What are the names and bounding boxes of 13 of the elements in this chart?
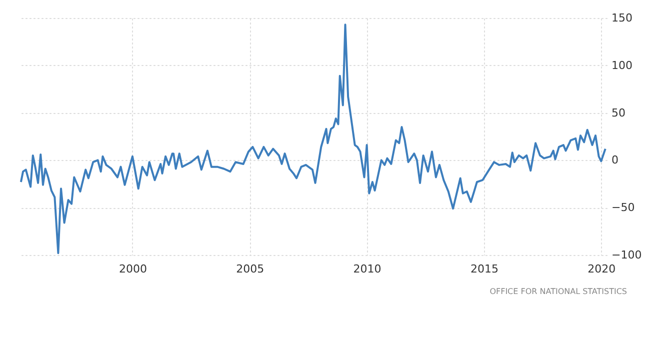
x-tick-label: 2000 bbox=[118, 262, 147, 276]
y-tick-label: 50 bbox=[612, 106, 626, 120]
y-tick-label: 0 bbox=[612, 154, 618, 167]
y-tick-label: 100 bbox=[612, 58, 632, 72]
x-tick-label: 2020 bbox=[588, 262, 616, 276]
line-series bbox=[20, 24, 606, 254]
text: OFFICE FOR NATIONAL STATISTICS bbox=[490, 287, 627, 296]
x-tick-label: 2005 bbox=[236, 262, 264, 276]
x-tick-label: 2010 bbox=[353, 262, 382, 276]
y-tick-label: −50 bbox=[612, 201, 635, 214]
y-tick-label: 150 bbox=[612, 12, 632, 24]
x-tick-label: 2015 bbox=[470, 262, 498, 276]
y-tick-label: −100 bbox=[612, 248, 642, 262]
